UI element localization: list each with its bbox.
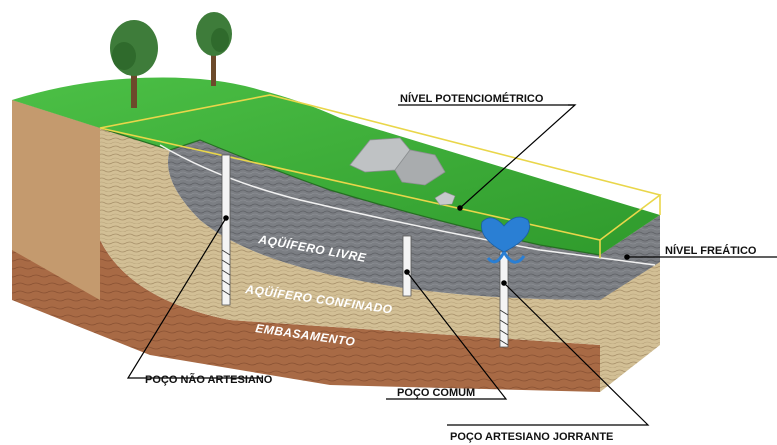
common-well-dot — [404, 269, 410, 275]
common-well-leader — [386, 271, 508, 400]
tree-left-icon — [110, 20, 158, 108]
water-table-label: NÍVEL FREÁTICO — [665, 244, 757, 257]
non-artesian-well-label: POÇO NÃO ARTESIANO — [145, 373, 273, 386]
water-fountain-icon — [481, 216, 530, 253]
water-table-line — [159, 144, 656, 266]
basement-layer — [100, 240, 600, 390]
non-artesian-well — [221, 154, 231, 306]
flowing-artesian-well — [481, 216, 530, 348]
artesian-leader — [447, 282, 650, 426]
surface-rocks — [349, 137, 456, 206]
artesian-dot — [501, 280, 507, 286]
tree-right-icon — [196, 12, 232, 86]
potentiometric-level-label: NÍVEL POTENCIOMÉTRICO — [400, 92, 544, 105]
ground-surface — [12, 77, 660, 256]
potentiometric-dot — [457, 205, 463, 211]
non-artesian-dot — [223, 215, 229, 221]
common-well — [402, 235, 412, 297]
block-left-upper-face — [12, 100, 100, 300]
flowing-artesian-well-label: POÇO ARTESIANO JORRANTE — [450, 431, 613, 443]
potentiometric-surface-vertical — [599, 195, 661, 258]
common-well-label: POÇO COMUM — [397, 387, 475, 399]
non-artesian-leader — [126, 217, 262, 379]
water-table-dot — [624, 254, 630, 260]
